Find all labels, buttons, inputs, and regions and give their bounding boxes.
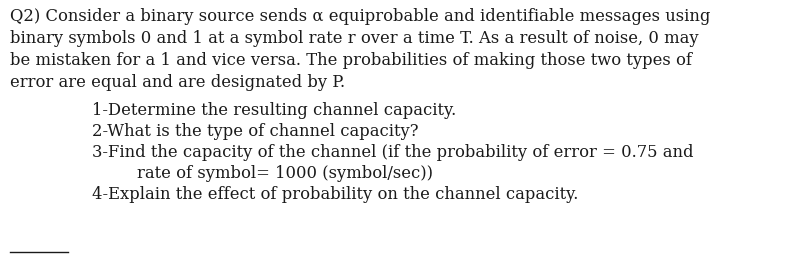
Text: be mistaken for a 1 and vice versa. The probabilities of making those two types : be mistaken for a 1 and vice versa. The … <box>10 52 691 69</box>
Text: Q2) Consider a binary source sends α equiprobable and identifiable messages usin: Q2) Consider a binary source sends α equ… <box>10 8 710 25</box>
Text: 1-Determine the resulting channel capacity.: 1-Determine the resulting channel capaci… <box>92 102 456 119</box>
Text: error are equal and are designated by P.: error are equal and are designated by P. <box>10 74 345 91</box>
Text: 4-Explain the effect of probability on the channel capacity.: 4-Explain the effect of probability on t… <box>92 186 578 203</box>
Text: binary symbols 0 and 1 at a symbol rate r over a time T. As a result of noise, 0: binary symbols 0 and 1 at a symbol rate … <box>10 30 698 47</box>
Text: 3-Find the capacity of the channel (if the probability of error = 0.75 and: 3-Find the capacity of the channel (if t… <box>92 144 694 161</box>
Text: 2-What is the type of channel capacity?: 2-What is the type of channel capacity? <box>92 123 418 140</box>
Text: rate of symbol= 1000 (symbol/sec)): rate of symbol= 1000 (symbol/sec)) <box>116 165 433 182</box>
